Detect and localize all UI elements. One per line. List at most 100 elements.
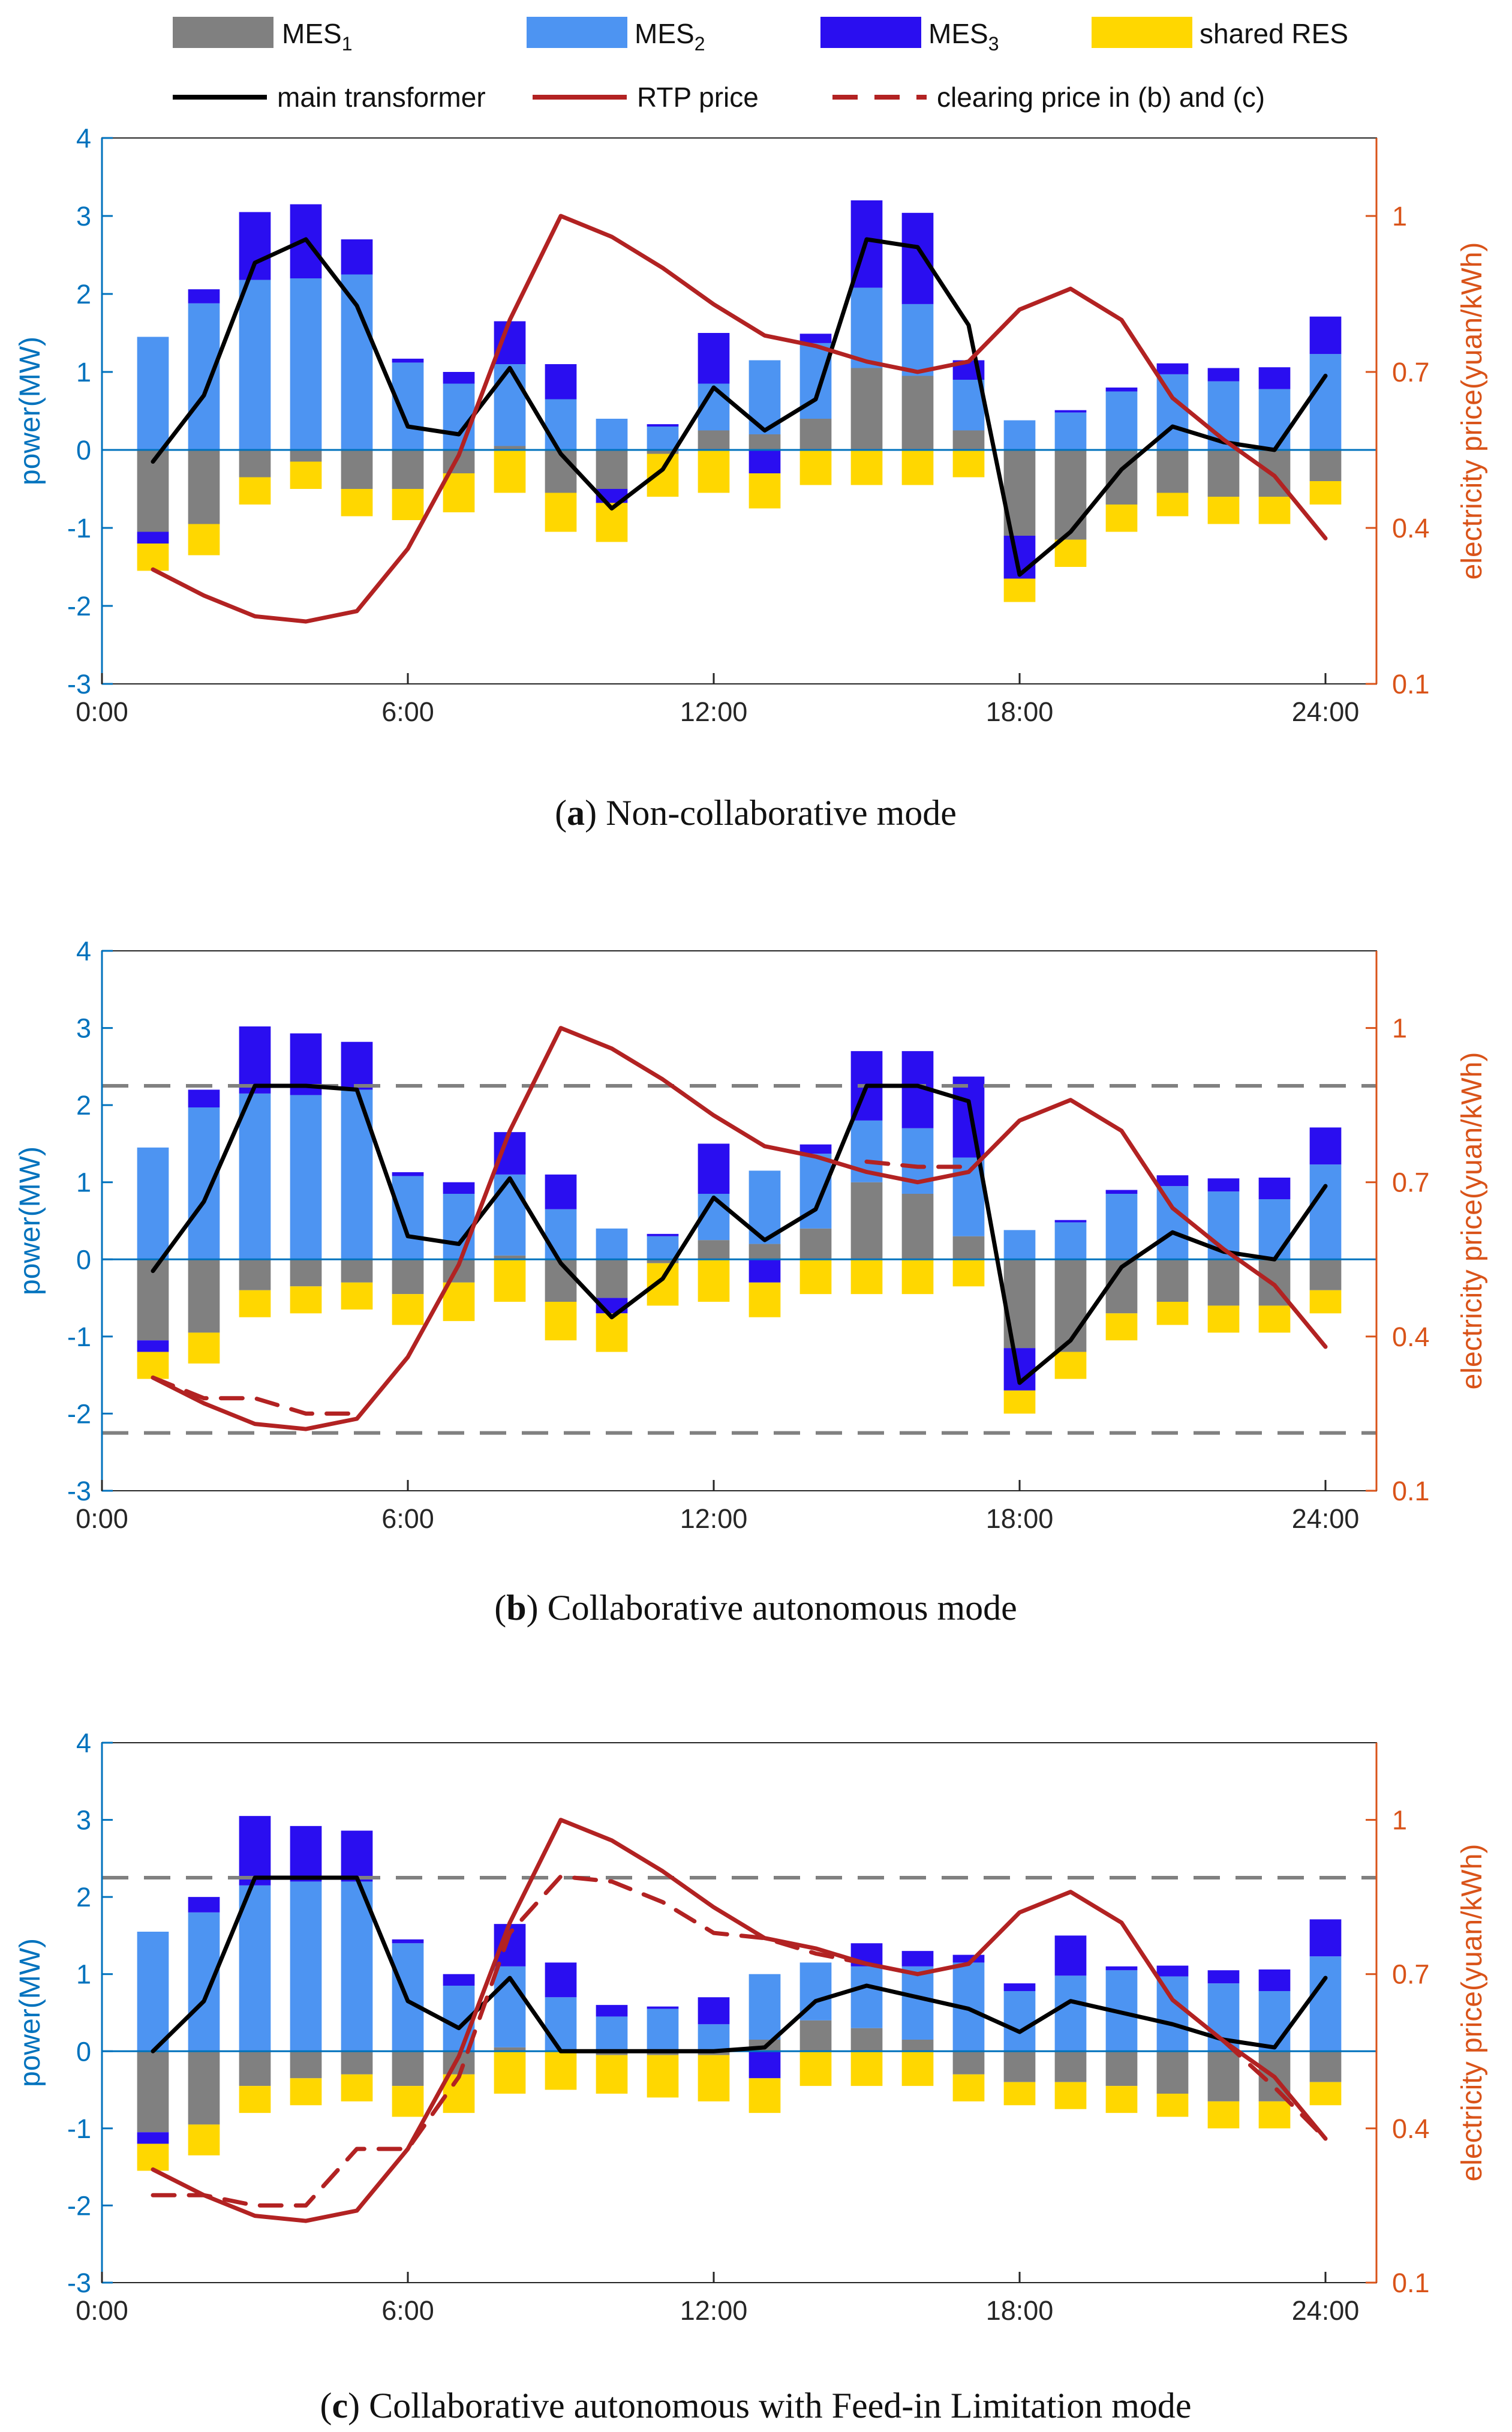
bar-mes3-h22 xyxy=(1207,1970,1240,1984)
bar-mes1-h24 xyxy=(1309,2051,1342,2082)
legend-label-shared-res: shared RES xyxy=(1200,18,1348,49)
bar-mes1-h17 xyxy=(952,2051,985,2074)
bar-shared_res-h2 xyxy=(188,1332,220,1364)
xtick-label: 6:00 xyxy=(381,696,434,727)
bar-mes3-h16 xyxy=(901,212,934,304)
legend-swatch-mes2 xyxy=(527,17,627,48)
ytick-label-right: 0.4 xyxy=(1392,513,1430,544)
xtick-label: 18:00 xyxy=(986,2295,1054,2326)
bar-mes2-h3 xyxy=(239,1093,271,1260)
bar-mes3-h10 xyxy=(596,2005,628,2017)
caption-text: Collaborative autonomous with Feed-in Li… xyxy=(369,2386,1191,2425)
bar-mes2-h8 xyxy=(494,364,526,446)
bar-mes3-h6 xyxy=(392,1172,424,1176)
y-axis-title-left: power(MW) xyxy=(14,1146,46,1295)
bar-shared_res-h4 xyxy=(290,2078,322,2106)
bar-mes1-h3 xyxy=(239,450,271,478)
legend-label-main-transformer: main transformer xyxy=(277,82,486,113)
bar-shared_res-h22 xyxy=(1207,1305,1240,1333)
bar-mes1-h13 xyxy=(749,1244,781,1260)
bar-shared_res-h8 xyxy=(494,450,526,493)
bar-mes3-h21 xyxy=(1156,1965,1189,1977)
legend-label-clearing-price: clearing price in (b) and (c) xyxy=(937,82,1265,113)
bar-shared_res-h4 xyxy=(290,1286,322,1314)
bar-mes1-h13 xyxy=(749,434,781,450)
bar-shared_res-h9 xyxy=(545,493,577,532)
bar-mes3-h7 xyxy=(443,372,475,384)
clearing-price-line-0 xyxy=(151,1375,359,1416)
bar-mes2-h20 xyxy=(1105,1194,1138,1260)
bar-mes2-h5 xyxy=(341,274,373,450)
xtick-label: 6:00 xyxy=(381,2295,434,2326)
bar-mes2-h1 xyxy=(137,337,169,450)
bar-mes3-h13 xyxy=(749,1259,781,1283)
bar-mes3-h2 xyxy=(188,1089,220,1107)
ytick-label-left: -1 xyxy=(67,2113,91,2144)
ytick-label-left: 1 xyxy=(76,1959,91,1990)
bar-mes2-h6 xyxy=(392,362,424,450)
bar-mes1-h3 xyxy=(239,1259,271,1290)
bar-mes1-h6 xyxy=(392,450,424,489)
bar-mes3-h23 xyxy=(1258,1969,1291,1991)
bar-mes2-h5 xyxy=(341,1881,373,2052)
bar-mes3-h19 xyxy=(1054,410,1087,413)
bar-mes1-h18 xyxy=(1003,2051,1036,2082)
y-axis-title-right: electricity price(yuan/kWh) xyxy=(1456,1844,1488,2182)
bar-mes1-h15 xyxy=(850,2028,883,2052)
bar-shared_res-h5 xyxy=(341,2074,373,2101)
bar-mes1-h19 xyxy=(1054,1259,1087,1352)
bar-mes2-h2 xyxy=(188,1107,220,1260)
bar-shared_res-h1 xyxy=(137,1352,169,1379)
bar-mes2-h24 xyxy=(1309,1164,1342,1260)
bar-mes3-h22 xyxy=(1207,1178,1240,1192)
bar-mes3-h24 xyxy=(1309,1127,1342,1165)
ytick-label-left: -3 xyxy=(67,2268,91,2298)
bar-mes3-h5 xyxy=(341,1041,373,1090)
bar-mes2-h21 xyxy=(1156,1976,1189,2052)
bar-shared_res-h23 xyxy=(1258,2101,1291,2128)
bar-mes2-h18 xyxy=(1003,420,1036,450)
bar-mes3-h16 xyxy=(901,1951,934,1966)
bar-mes1-h9 xyxy=(545,1259,577,1302)
bar-mes2-h12 xyxy=(698,2024,730,2052)
bar-mes3-h12 xyxy=(698,1143,730,1194)
bar-mes1-h20 xyxy=(1105,2051,1138,2086)
bar-shared_res-h17 xyxy=(952,2074,985,2101)
ytick-label-left: -3 xyxy=(67,1476,91,1506)
bar-mes1-h5 xyxy=(341,2051,373,2074)
bar-mes2-h18 xyxy=(1003,1991,1036,2052)
bar-shared_res-h7 xyxy=(443,2074,475,2113)
bar-mes3-h3 xyxy=(239,212,271,280)
bar-mes2-h10 xyxy=(596,2016,628,2052)
bar-shared_res-h24 xyxy=(1309,2082,1342,2106)
bar-shared_res-h18 xyxy=(1003,2082,1036,2106)
bar-mes3-h12 xyxy=(698,333,730,384)
bar-shared_res-h21 xyxy=(1156,1302,1189,1325)
bar-mes3-h17 xyxy=(952,1076,985,1158)
bar-shared_res-h8 xyxy=(494,1259,526,1302)
bar-shared_res-h6 xyxy=(392,1294,424,1325)
bar-mes3-h20 xyxy=(1105,1190,1138,1194)
bar-mes3-h6 xyxy=(392,358,424,363)
bar-mes1-h5 xyxy=(341,450,373,489)
bar-shared_res-h3 xyxy=(239,1290,271,1317)
bar-shared_res-h16 xyxy=(901,1259,934,1295)
bar-mes2-h23 xyxy=(1258,1991,1291,2052)
bar-shared_res-h21 xyxy=(1156,493,1189,517)
bar-shared_res-h22 xyxy=(1207,497,1240,524)
bar-shared_res-h13 xyxy=(749,473,781,509)
bar-shared_res-h10 xyxy=(596,2055,628,2094)
xtick-label: 18:00 xyxy=(986,1503,1054,1534)
ytick-label-left: -3 xyxy=(67,669,91,699)
bar-mes2-h16 xyxy=(901,304,934,376)
ytick-label-left: 3 xyxy=(76,201,91,232)
bar-mes2-h23 xyxy=(1258,389,1291,450)
bar-shared_res-h21 xyxy=(1156,2094,1189,2117)
bar-shared_res-h20 xyxy=(1105,2086,1138,2113)
bar-mes3-h12 xyxy=(698,1997,730,2025)
bar-mes2-h18 xyxy=(1003,1230,1036,1260)
bar-shared_res-h23 xyxy=(1258,497,1291,524)
bar-mes1-h24 xyxy=(1309,1259,1342,1290)
ytick-label-right: 0.1 xyxy=(1392,669,1430,699)
